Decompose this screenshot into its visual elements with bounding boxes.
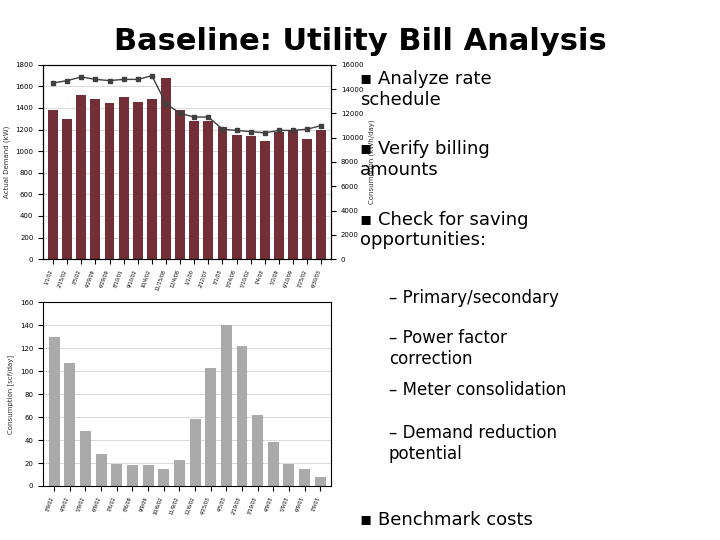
Bar (302, 139, 312, 259)
Bar (174, 460, 185, 486)
Bar (96, 454, 107, 486)
Bar (76, 95, 86, 259)
Bar (204, 121, 213, 259)
Bar (232, 135, 241, 259)
Bar (221, 325, 232, 486)
Text: ▪ Analyze rate
schedule: ▪ Analyze rate schedule (360, 70, 492, 109)
Bar (284, 464, 294, 486)
Bar (316, 130, 326, 259)
Bar (217, 127, 228, 259)
Bar (189, 121, 199, 259)
Bar (133, 102, 143, 259)
Bar (252, 415, 263, 486)
Text: – Meter consolidation: – Meter consolidation (389, 381, 566, 399)
Bar (91, 99, 100, 259)
Bar (112, 464, 122, 486)
Bar (268, 442, 279, 486)
Text: – Primary/secondary: – Primary/secondary (389, 289, 559, 307)
Text: Baseline: Utility Bill Analysis: Baseline: Utility Bill Analysis (114, 27, 606, 56)
Legend: Actual Demand (kW), Consumption (kWh/day): Actual Demand (kW), Consumption (kWh/day… (102, 344, 273, 354)
Bar (205, 368, 216, 486)
Bar (175, 110, 185, 259)
Y-axis label: Consumption (kWh/day): Consumption (kWh/day) (369, 120, 375, 204)
Bar (49, 337, 60, 486)
Bar (64, 363, 76, 486)
Bar (127, 465, 138, 486)
Bar (236, 346, 248, 486)
Text: ▪ Benchmark costs: ▪ Benchmark costs (360, 511, 533, 529)
Text: ▪ Check for saving
opportunities:: ▪ Check for saving opportunities: (360, 211, 528, 249)
Bar (104, 103, 114, 259)
Bar (299, 469, 310, 486)
Y-axis label: Consumption [scf/day]: Consumption [scf/day] (8, 355, 14, 434)
Bar (189, 420, 200, 486)
Bar (260, 141, 270, 259)
Bar (315, 477, 325, 486)
Bar (274, 132, 284, 259)
Bar (119, 97, 129, 259)
Bar (158, 469, 169, 486)
Y-axis label: Actual Demand (kW): Actual Demand (kW) (4, 126, 10, 198)
Bar (246, 136, 256, 259)
Bar (80, 431, 91, 486)
Bar (147, 99, 157, 259)
Bar (288, 130, 298, 259)
Text: – Demand reduction
potential: – Demand reduction potential (389, 424, 557, 463)
Text: – Power factor
correction: – Power factor correction (389, 329, 507, 368)
Bar (161, 78, 171, 259)
Bar (62, 119, 72, 259)
Bar (143, 465, 153, 486)
Bar (48, 110, 58, 259)
Text: ▪ Verify billing
amounts: ▪ Verify billing amounts (360, 140, 490, 179)
